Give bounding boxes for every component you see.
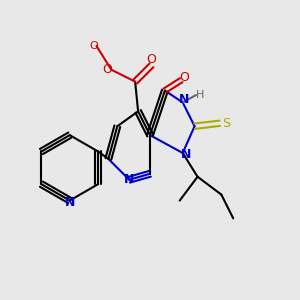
Text: O: O	[102, 63, 112, 76]
Text: N: N	[124, 173, 134, 186]
Text: O: O	[146, 53, 156, 66]
Text: N: N	[64, 196, 75, 208]
Text: N: N	[181, 148, 191, 161]
Text: H: H	[196, 90, 205, 100]
Text: O: O	[179, 71, 189, 84]
Text: O: O	[89, 41, 98, 51]
Text: N: N	[179, 93, 189, 106]
Text: S: S	[222, 117, 230, 130]
